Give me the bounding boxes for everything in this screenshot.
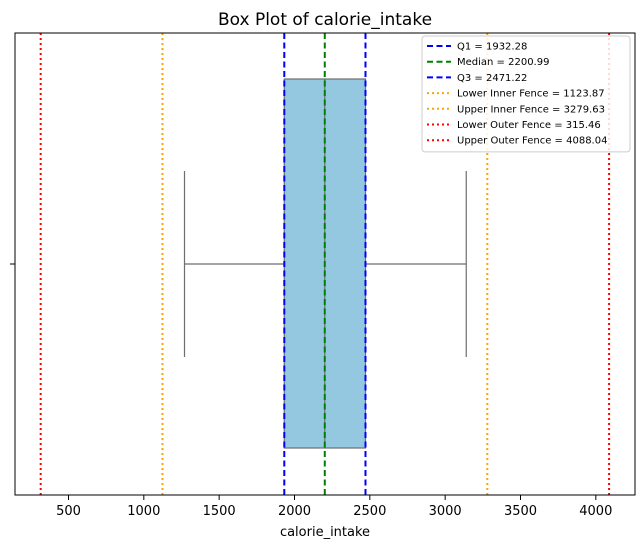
- legend-label-4: Lower Inner Fence = 1123.87: [457, 89, 605, 100]
- chart-title: Box Plot of calorie_intake: [218, 10, 432, 30]
- x-tick-label: 1000: [127, 504, 160, 519]
- plot-frame: [14, 32, 636, 496]
- x-tick-label: 3000: [429, 504, 462, 519]
- legend: Q1 = 1932.28 Median = 2200.99 Q3 = 2471.22…: [421, 35, 631, 153]
- x-tick-label: 3500: [504, 504, 537, 519]
- x-tick-label: 4000: [579, 504, 612, 519]
- x-axis-label: calorie_intake: [280, 525, 370, 540]
- x-tick-label: 2500: [353, 504, 386, 519]
- legend-label-7: Upper Outer Fence = 4088.04: [457, 136, 607, 147]
- legend-label-6: Lower Outer Fence = 315.46: [457, 120, 601, 131]
- x-tick-label: 2000: [278, 504, 311, 519]
- x-tick-label: 1500: [203, 504, 236, 519]
- legend-box: [421, 35, 631, 153]
- x-axis: 500 1000 1500 2000 2500 3000 3500 4000: [56, 495, 612, 519]
- legend-label-2: Median = 2200.99: [457, 57, 549, 68]
- legend-label-3: Q3 = 2471.22: [457, 73, 527, 84]
- legend-label-5: Upper Inner Fence = 3279.63: [457, 104, 605, 115]
- x-tick-label: 500: [56, 504, 81, 519]
- legend-label-1: Q1 = 1932.28: [457, 42, 527, 53]
